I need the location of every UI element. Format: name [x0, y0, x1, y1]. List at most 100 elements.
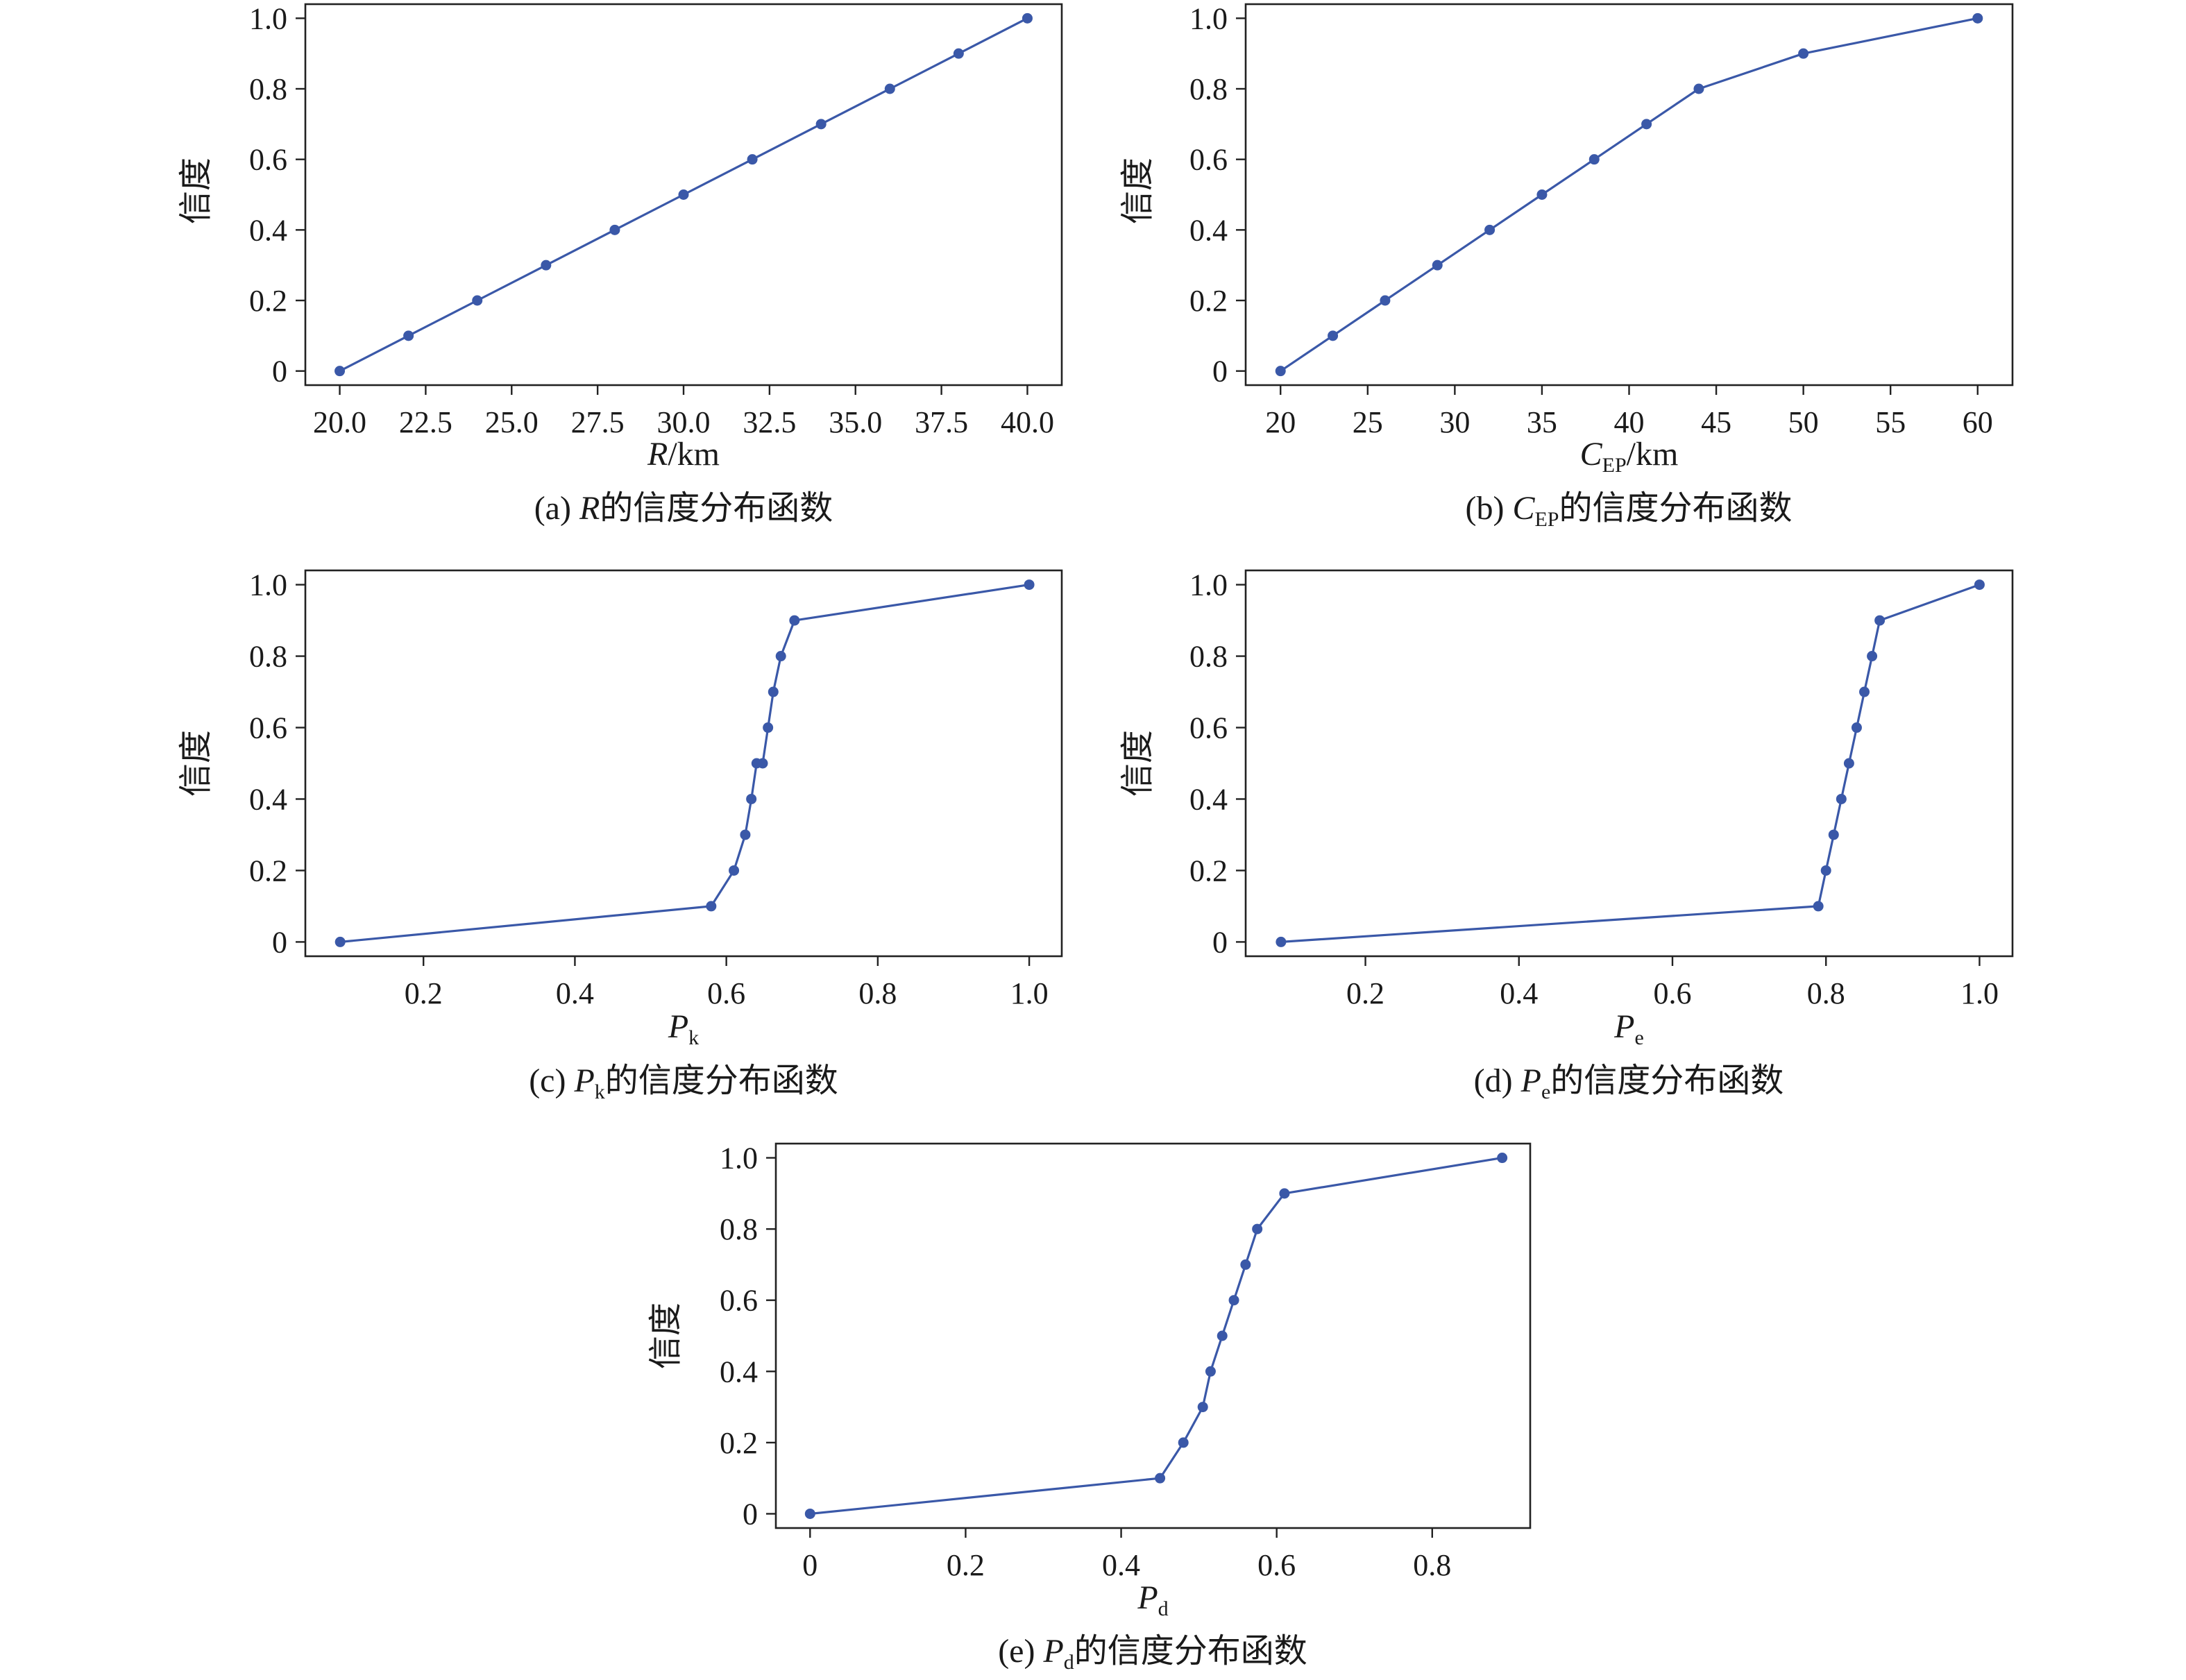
data-point-a-1 — [403, 330, 414, 341]
series-line-b-0 — [1280, 17, 1979, 373]
caption-a-var: R — [579, 490, 600, 527]
x-tick-label-a-6: 35.0 — [829, 405, 882, 439]
data-point-d-9 — [1874, 615, 1886, 626]
caption-a-rest: 的信度分布函数 — [600, 490, 833, 527]
data-point-b-3 — [1432, 260, 1443, 271]
series-line-e-0 — [810, 1156, 1502, 1516]
data-point-d-7 — [1859, 686, 1870, 697]
data-point-d-1 — [1813, 901, 1824, 912]
data-point-d-0 — [1276, 936, 1287, 947]
caption-e-prefix: (e) — [998, 1633, 1043, 1670]
x-tick-label-c-3: 0.8 — [858, 976, 897, 1010]
y-tick-label-e-2: 0.4 — [720, 1355, 758, 1389]
x-axis-label-a: R/km — [647, 436, 720, 473]
x-tick-label-b-5: 45 — [1701, 405, 1731, 439]
data-point-c-9 — [775, 651, 786, 662]
data-point-b-0 — [1275, 366, 1286, 377]
x-tick-label-b-3: 35 — [1527, 405, 1557, 439]
data-point-e-3 — [1197, 1402, 1208, 1413]
y-axis-label-d: 信度 — [1118, 730, 1157, 797]
x-tick-label-a-7: 37.5 — [915, 405, 968, 439]
data-point-c-3 — [740, 829, 751, 840]
data-point-c-4 — [746, 793, 757, 804]
data-point-a-5 — [678, 189, 689, 200]
x-tick-label-a-4: 30.0 — [657, 405, 711, 439]
caption-c-sub: k — [595, 1080, 605, 1103]
x-tick-label-b-6: 50 — [1788, 405, 1819, 439]
data-point-b-7 — [1641, 119, 1652, 130]
data-point-a-6 — [747, 154, 758, 165]
data-point-d-6 — [1851, 722, 1862, 733]
data-point-e-10 — [1497, 1153, 1508, 1164]
x-tick-label-d-4: 1.0 — [1960, 976, 1999, 1010]
x-axis-label-d-var: P — [1613, 1008, 1634, 1045]
y-tick-label-b-1: 0.2 — [1189, 284, 1228, 318]
x-axis-label-e: Pd — [1137, 1579, 1168, 1620]
y-tick-label-c-2: 0.4 — [249, 782, 287, 816]
data-point-b-5 — [1536, 189, 1548, 200]
data-point-e-0 — [804, 1508, 815, 1519]
x-tick-label-b-2: 30 — [1439, 405, 1470, 439]
caption-c-prefix: (c) — [529, 1062, 574, 1099]
x-tick-label-c-4: 1.0 — [1010, 976, 1049, 1010]
y-tick-label-e-1: 0.2 — [720, 1426, 758, 1460]
panel-b: 20 25 30 35 40 45 50 55 6000.20.40.60.81.0信度CEP/… — [1118, 1, 2014, 531]
x-tick-label-c-0: 0.2 — [405, 976, 443, 1010]
data-point-d-4 — [1836, 793, 1847, 804]
y-tick-label-d-2: 0.4 — [1189, 782, 1228, 816]
y-tick-label-d-0: 0 — [1212, 925, 1228, 959]
caption-a-prefix: (a) — [534, 490, 579, 527]
data-point-d-8 — [1867, 651, 1878, 662]
x-axis-label-e-sub: d — [1158, 1597, 1169, 1620]
x-tick-label-b-0: 20 — [1265, 405, 1296, 439]
data-point-d-2 — [1820, 865, 1831, 876]
x-tick-label-e-0: 0 — [802, 1548, 817, 1582]
y-tick-label-e-5: 1.0 — [720, 1142, 758, 1176]
data-point-d-3 — [1828, 829, 1839, 840]
caption-b: (b) CEP的信度分布函数 — [1465, 490, 1792, 531]
y-axis-label-e: 信度 — [646, 1303, 685, 1369]
y-tick-label-b-4: 0.8 — [1189, 72, 1228, 106]
y-tick-label-a-3: 0.6 — [249, 143, 287, 177]
x-axis-label-d-sub: e — [1635, 1026, 1644, 1049]
data-point-a-7 — [815, 119, 827, 130]
data-point-a-9 — [953, 48, 964, 59]
x-tick-label-e-3: 0.6 — [1257, 1548, 1296, 1582]
y-tick-label-b-3: 0.6 — [1189, 143, 1228, 177]
y-tick-label-c-5: 1.0 — [249, 568, 287, 602]
caption-d-var: P — [1520, 1062, 1541, 1099]
x-axis-label-a-var: R — [647, 436, 668, 473]
data-point-b-6 — [1588, 154, 1600, 165]
x-axis-label-d: Pe — [1613, 1008, 1644, 1049]
data-point-c-1 — [706, 901, 717, 912]
data-point-d-10 — [1974, 579, 1985, 591]
series-line-d-0 — [1280, 584, 1980, 943]
data-point-e-8 — [1252, 1223, 1263, 1234]
data-point-d-5 — [1843, 758, 1854, 769]
y-tick-label-e-3: 0.6 — [720, 1284, 758, 1318]
x-tick-label-e-2: 0.4 — [1102, 1548, 1140, 1582]
data-point-a-2 — [472, 295, 483, 306]
plot-frame-b — [1244, 3, 2014, 387]
data-point-c-0 — [334, 936, 346, 947]
caption-b-var: C — [1512, 490, 1535, 527]
data-point-c-2 — [729, 865, 740, 876]
y-tick-label-a-1: 0.2 — [249, 284, 287, 318]
caption-a: (a) R的信度分布函数 — [534, 490, 833, 527]
panel-a: 20.0 22.5 25.0 27.5 30.0 32.5 35.0 37.5 40.0 0 0.2… — [176, 1, 1063, 527]
y-axis-label-a: 信度 — [176, 158, 215, 224]
plot-frame-c — [304, 569, 1063, 958]
x-axis-label-c-var: P — [668, 1008, 688, 1045]
y-axis-label-b: 信度 — [1118, 158, 1157, 224]
plot-frame-d — [1244, 569, 2014, 958]
plot-frame-e — [774, 1142, 1532, 1529]
data-point-e-9 — [1279, 1188, 1290, 1199]
x-axis-label-a-rest: /km — [668, 436, 720, 473]
caption-c-rest: 的信度分布函数 — [605, 1062, 838, 1099]
x-tick-label-b-1: 25 — [1353, 405, 1383, 439]
x-tick-label-d-3: 0.8 — [1807, 976, 1845, 1010]
x-axis-label-c: Pk — [668, 1008, 699, 1049]
series-line-c-0 — [340, 584, 1030, 943]
data-point-c-7 — [763, 722, 774, 733]
